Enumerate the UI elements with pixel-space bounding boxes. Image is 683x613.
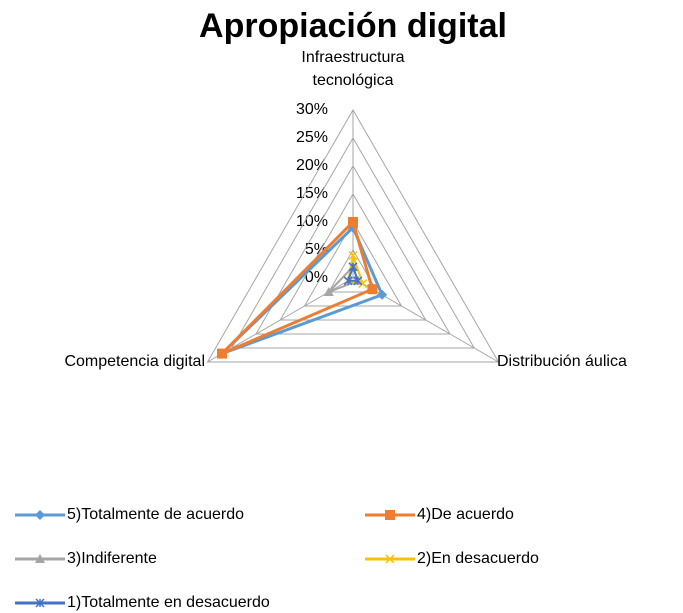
legend-marker [385, 510, 395, 520]
marker [348, 262, 358, 272]
series-line [346, 263, 360, 282]
legend-marker [35, 598, 45, 608]
marker [353, 276, 363, 286]
marker [358, 279, 368, 289]
grid-line [230, 137, 476, 349]
legend-label: 4)De acuerdo [417, 506, 514, 523]
y-tick-label: 15% [296, 185, 328, 202]
marker [367, 284, 378, 295]
marker [348, 217, 358, 227]
legend-label: 2)En desacuerdo [417, 550, 539, 567]
legend-label: 5)Totalmente de acuerdo [67, 506, 244, 523]
marker [343, 276, 353, 286]
y-tick-label: 25% [296, 129, 328, 146]
category-label: Distribución áulica [497, 353, 627, 370]
y-tick-label: 20% [296, 157, 328, 174]
y-tick-label: 10% [296, 213, 328, 230]
y-tick-label: 30% [296, 101, 328, 118]
legend-label: 3)Indiferente [67, 550, 157, 567]
grid-line [255, 164, 451, 335]
legend-marker [385, 554, 395, 564]
marker [323, 287, 334, 296]
series-line [220, 219, 375, 355]
y-tick-label: 0% [305, 269, 328, 286]
marker [217, 348, 228, 359]
legend-marker [35, 554, 45, 563]
series-line [221, 225, 385, 356]
grid-line [206, 109, 500, 363]
legend-label: 1)Totalmente en desacuerdo [67, 594, 270, 611]
grid-line [327, 249, 379, 293]
category-label: Infraestructura tecnológica [301, 49, 405, 89]
chart-title: Apropiación digital [199, 7, 507, 45]
marker [348, 251, 358, 261]
marker [377, 289, 388, 300]
category-label: Competencia digital [64, 353, 205, 370]
legend-marker [35, 510, 45, 520]
